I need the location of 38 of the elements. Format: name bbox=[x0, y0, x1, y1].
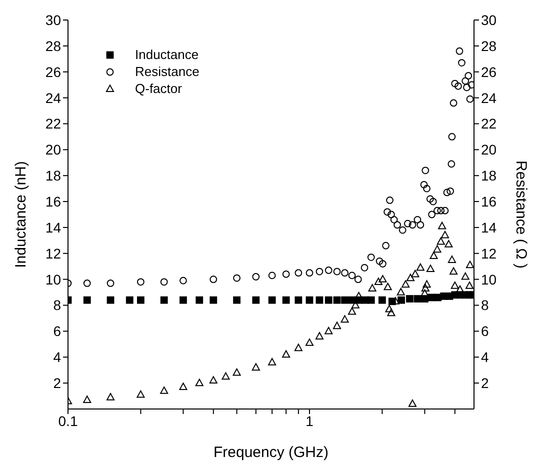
y-tick-label: 22 bbox=[45, 116, 62, 132]
y2-tick-label: 26 bbox=[481, 64, 497, 80]
y-tick-label: 14 bbox=[45, 219, 62, 236]
x-tick-label: 1 bbox=[306, 412, 314, 429]
y-tick-label: 26 bbox=[45, 64, 62, 80]
legend-label: Inductance bbox=[135, 46, 199, 63]
y-tick-label: 12 bbox=[45, 245, 62, 262]
y2-tick-label: 6 bbox=[481, 323, 489, 340]
y2-tick-label: 2 bbox=[481, 375, 489, 392]
x-axis-title: Frequency (GHz) bbox=[213, 444, 329, 461]
y2-axis-title: Resistance ( Ω ) bbox=[512, 160, 530, 268]
y-tick-label: 10 bbox=[45, 271, 62, 288]
y2-tick-label: 8 bbox=[481, 297, 489, 314]
y-tick-label: 18 bbox=[45, 168, 62, 184]
y2-tick-label: 14 bbox=[481, 219, 497, 236]
legend-label: Q-factor bbox=[135, 80, 182, 97]
y2-tick-label: 10 bbox=[481, 271, 497, 288]
y-tick-label: 16 bbox=[45, 194, 62, 210]
y-tick-label: 4 bbox=[53, 349, 62, 366]
y-tick-label: 28 bbox=[45, 38, 62, 54]
y2-tick-label: 20 bbox=[481, 142, 497, 158]
y-tick-label: 30 bbox=[45, 12, 62, 28]
y-tick-label: 20 bbox=[45, 142, 62, 158]
y2-tick-label: 18 bbox=[481, 168, 497, 184]
y2-tick-label: 4 bbox=[481, 349, 489, 366]
y-tick-label: 24 bbox=[45, 90, 62, 106]
y2-tick-label: 24 bbox=[481, 90, 497, 106]
y2-tick-label: 16 bbox=[481, 194, 497, 210]
y-axis-title: Inductance (nH) bbox=[12, 161, 30, 268]
y-tick-label: 6 bbox=[53, 323, 62, 340]
y-tick-label: 8 bbox=[53, 297, 62, 314]
y-tick-label: 2 bbox=[53, 375, 62, 392]
y2-tick-label: 30 bbox=[481, 12, 497, 28]
legend-label: Resistance bbox=[135, 63, 200, 80]
x-tick-label: 0.1 bbox=[58, 412, 78, 429]
y2-tick-label: 22 bbox=[481, 116, 497, 132]
y2-tick-label: 12 bbox=[481, 245, 497, 262]
y2-tick-label: 28 bbox=[481, 38, 497, 54]
